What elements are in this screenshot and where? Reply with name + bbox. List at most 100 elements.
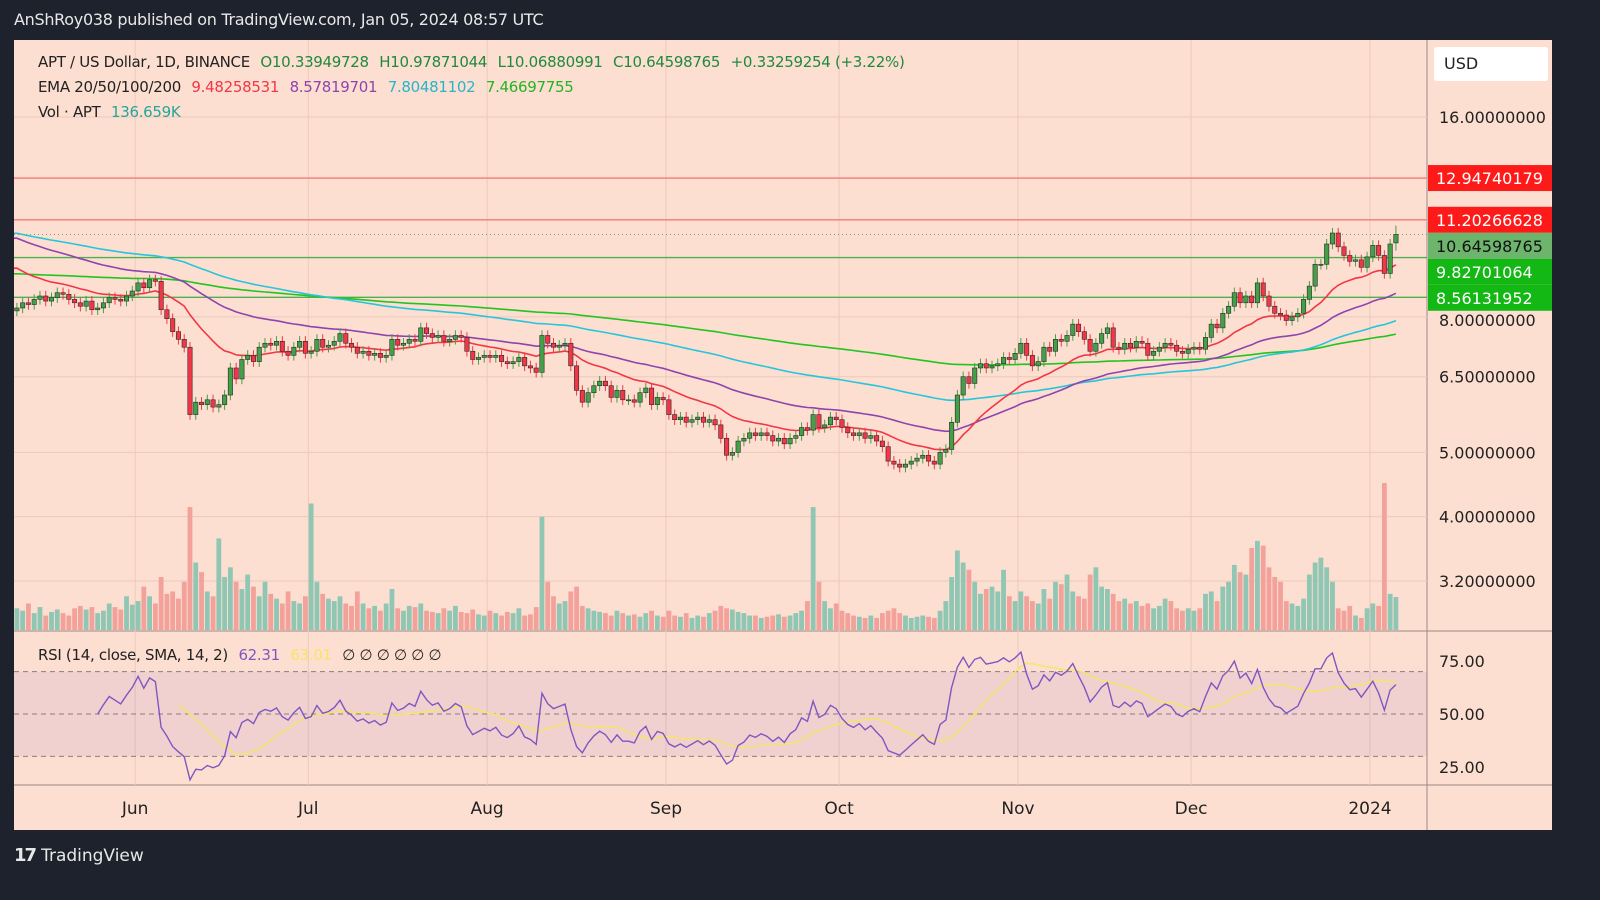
candle-body (1006, 357, 1012, 360)
price-label-box (1428, 232, 1552, 259)
footer-brand[interactable]: 17 TradingView (14, 845, 144, 866)
price-label-box (1428, 258, 1552, 285)
level-price-label: 12.94740179 (1428, 165, 1552, 192)
candle (666, 394, 672, 420)
volume-bar (1099, 586, 1105, 630)
candle-body (781, 437, 787, 445)
volume-bar (233, 581, 239, 630)
close-value: C10.64598765 (613, 53, 721, 71)
candle-body (729, 452, 735, 456)
volume-bar (983, 589, 989, 630)
volume-label[interactable]: Vol · APT (38, 103, 101, 121)
volume-bar (649, 610, 654, 630)
rsi-label[interactable]: RSI (14, close, SMA, 14, 2) (38, 646, 228, 664)
candle-body (49, 297, 55, 302)
candle-body (475, 357, 481, 360)
symbol-name[interactable]: APT / US Dollar, 1D, BINANCE (38, 53, 250, 71)
candle-body (827, 416, 833, 426)
x-tick-label: Oct (824, 799, 854, 819)
candle (233, 362, 239, 385)
candle (966, 371, 972, 389)
candle (1312, 259, 1318, 292)
price-label-text: 11.20266628 (1436, 211, 1543, 230)
candle-body (222, 394, 228, 405)
candle (31, 294, 37, 310)
candle (135, 277, 141, 297)
candle-body (499, 355, 505, 362)
symbol-legend: APT / US Dollar, 1D, BINANCE O10.3394972… (38, 53, 911, 71)
candle (637, 387, 643, 408)
candle-body (1237, 292, 1243, 304)
volume-bar (245, 574, 251, 630)
candle (897, 458, 903, 473)
volume-bar (164, 593, 170, 630)
candle (1260, 277, 1266, 302)
volume-bar (124, 596, 129, 630)
volume-bar (49, 611, 54, 630)
candle (862, 427, 868, 444)
volume-bar (874, 617, 880, 630)
candle-body (995, 363, 1001, 367)
candle (701, 411, 707, 428)
candle-body (677, 416, 683, 420)
volume-bar (804, 601, 810, 630)
volume-bar (1116, 601, 1122, 630)
volume-bar (828, 608, 833, 630)
candle-body (1358, 259, 1364, 268)
candle-body (464, 337, 470, 352)
volume-bar (89, 607, 95, 630)
currency-button[interactable]: USD (1434, 47, 1548, 81)
ema-label[interactable]: EMA 20/50/100/200 (38, 78, 181, 96)
volume-bar (776, 614, 781, 630)
candle (839, 414, 845, 433)
candle-body (106, 297, 112, 304)
candle (926, 450, 932, 467)
candle-body (389, 339, 395, 356)
candle-body (954, 394, 960, 423)
candle-body (689, 419, 695, 423)
candle (1070, 319, 1076, 341)
candle-body (718, 424, 724, 439)
candle-body (914, 457, 920, 462)
candle (845, 422, 851, 439)
volume-bar (193, 562, 199, 630)
volume-bar (868, 615, 874, 630)
candle (1052, 334, 1058, 357)
volume-bar (210, 596, 216, 630)
chart-canvas[interactable]: Jun Jul Aug Sep Oct Nov Dec 2024 16.00000000 8.00… (14, 40, 1552, 830)
candle (447, 334, 453, 347)
candle-body (597, 380, 603, 387)
candle-body (1076, 323, 1082, 332)
volume-bar (1301, 598, 1306, 630)
volume-bar (724, 608, 729, 630)
volume-bar (793, 613, 799, 630)
candle-body (1376, 245, 1382, 256)
candle (545, 330, 551, 349)
candle-body (983, 363, 989, 369)
candle-body (1220, 312, 1226, 329)
candle-body (966, 376, 972, 384)
volume-bar (689, 617, 695, 630)
candle-body (695, 416, 701, 420)
volume-bar (1208, 591, 1214, 630)
volume-bar (856, 616, 862, 630)
candle-body (550, 342, 556, 348)
candle (170, 313, 176, 337)
volume-bar (954, 550, 960, 630)
candle-body (1364, 256, 1370, 268)
volume-bar (1295, 605, 1301, 630)
candle-body (533, 367, 539, 373)
candle (510, 356, 516, 369)
candle (43, 290, 49, 307)
volume-bar (377, 610, 383, 630)
volume-bar (1393, 596, 1399, 630)
price-label-text: 10.64598765 (1436, 237, 1543, 256)
candle-body (412, 339, 418, 342)
volume-bar (337, 596, 343, 630)
candle (868, 430, 874, 444)
candle-body (1041, 346, 1047, 362)
candle (458, 330, 464, 343)
chart-container[interactable]: Jun Jul Aug Sep Oct Nov Dec 2024 16.00000000 8.00… (14, 40, 1552, 830)
y-tick-label: 5.00000000 (1439, 443, 1536, 462)
candle-body (1353, 259, 1359, 262)
